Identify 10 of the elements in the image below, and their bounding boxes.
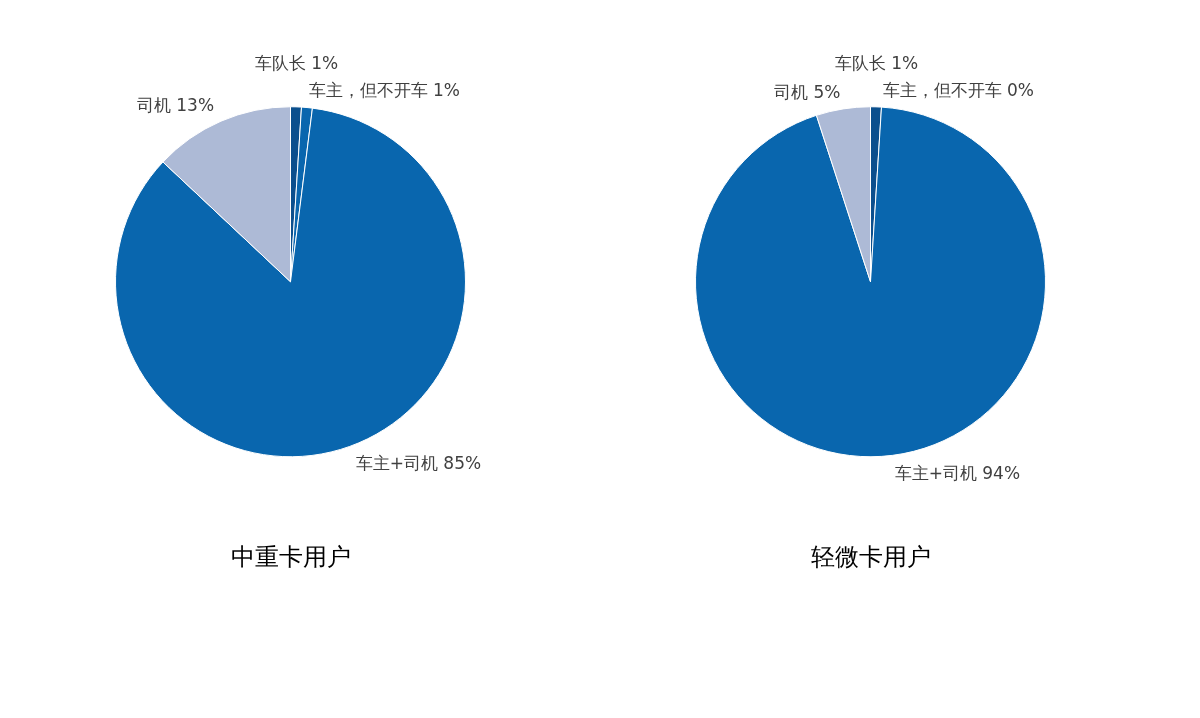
slice-label: 车主，但不开车 1% <box>308 80 460 101</box>
text: 中重卡用户 <box>230 542 351 571</box>
slice-label: 车主+司机 85% <box>355 452 482 473</box>
slice-label: 司机 5% <box>774 81 841 102</box>
text: 轻微卡用户 <box>810 542 931 571</box>
category-label: 车主，但不开车 0% <box>882 79 1034 100</box>
slice-label: 司机 13% <box>136 95 215 116</box>
slice-label: 车主+司机 94% <box>894 462 1021 483</box>
slice-label: 车队长 1% <box>834 53 919 74</box>
slice-label: 车队长 1% <box>254 53 339 74</box>
